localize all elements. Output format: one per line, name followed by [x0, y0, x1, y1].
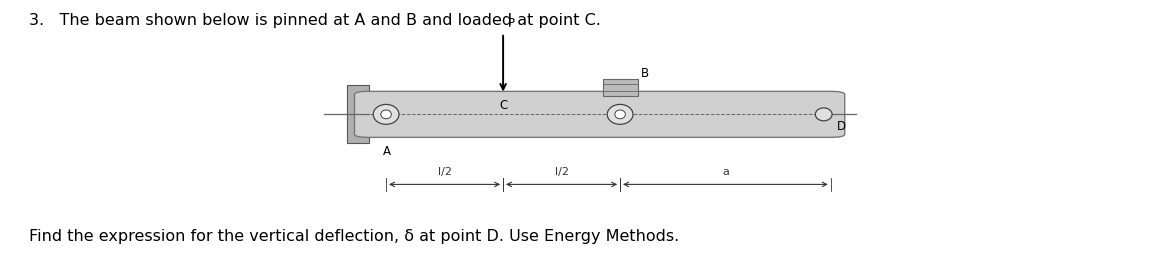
Ellipse shape — [615, 110, 625, 119]
Ellipse shape — [607, 104, 633, 124]
Text: C: C — [498, 99, 508, 112]
FancyBboxPatch shape — [603, 79, 638, 96]
Text: B: B — [641, 67, 649, 80]
Ellipse shape — [815, 108, 832, 121]
Text: a: a — [722, 167, 729, 177]
Text: D: D — [837, 120, 846, 133]
Ellipse shape — [381, 110, 391, 119]
Text: Find the expression for the vertical deflection, δ at point D. Use Energy Method: Find the expression for the vertical def… — [29, 229, 680, 244]
FancyBboxPatch shape — [347, 85, 369, 143]
FancyBboxPatch shape — [355, 91, 845, 137]
Text: 3.   The beam shown below is pinned at A and B and loaded at point C.: 3. The beam shown below is pinned at A a… — [29, 13, 601, 28]
Text: l/2: l/2 — [555, 167, 569, 177]
Text: l/2: l/2 — [438, 167, 452, 177]
Text: A: A — [383, 144, 391, 158]
Ellipse shape — [373, 104, 399, 124]
Text: P: P — [508, 17, 515, 30]
